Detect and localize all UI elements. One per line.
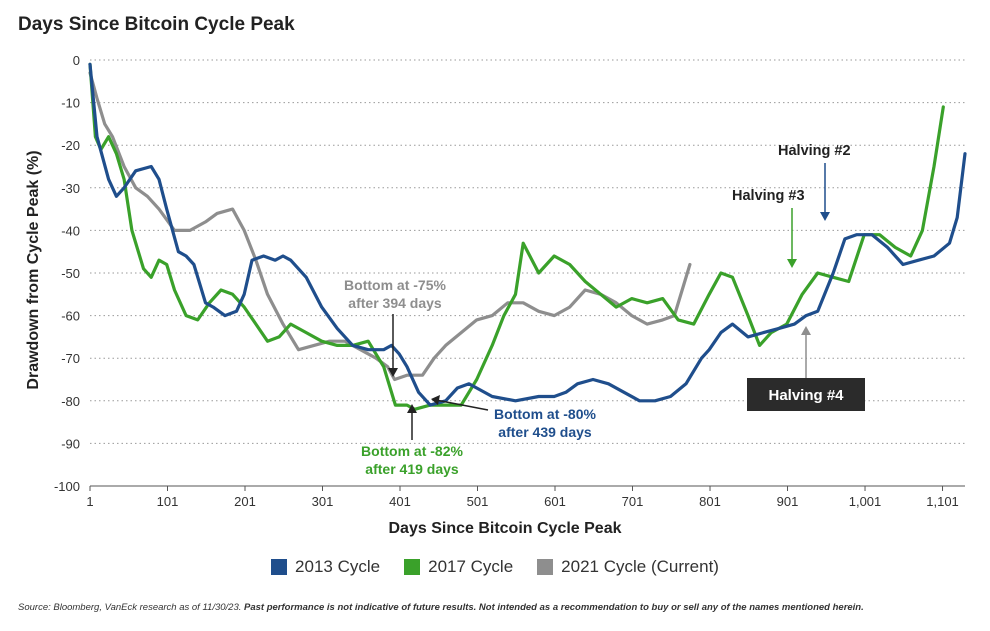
x-tick-label: 301 — [312, 494, 334, 509]
bottom-2017-arrowhead — [407, 404, 417, 413]
halving-4-arrowhead — [801, 326, 811, 335]
x-tick-label: 201 — [234, 494, 256, 509]
y-tick-label: -70 — [61, 351, 80, 366]
bottom-2013-arrow — [435, 399, 489, 411]
y-tick-label: -90 — [61, 436, 80, 451]
x-tick-label: 401 — [389, 494, 411, 509]
x-axis-ticks: 1 101 201 301 401 501 601 701 801 901 1,001 1,101 — [86, 486, 959, 509]
y-tick-label: -20 — [61, 138, 80, 153]
chart-title: Days Since Bitcoin Cycle Peak — [18, 14, 295, 35]
bottom-2013-line2: after 439 days — [498, 424, 592, 440]
legend-label-2021: 2021 Cycle (Current) — [561, 557, 719, 576]
series-line-2 — [88, 71, 692, 382]
x-tick-label: 1,001 — [849, 494, 882, 509]
source-note: Source: Bloomberg, VanEck research as of… — [18, 602, 864, 613]
bottom-2013-line1: Bottom at -80% — [494, 406, 596, 422]
bottom-2017-line1: Bottom at -82% — [361, 443, 463, 459]
bottom-2017-line2: after 419 days — [365, 461, 459, 477]
y-axis-ticks: 0 -10 -20 -30 -40 -50 -60 -70 -80 -90 -100 — [54, 53, 80, 494]
legend-label-2017: 2017 Cycle — [428, 557, 514, 576]
annotation-halving-4: Halving #4 — [747, 326, 865, 411]
y-tick-label: -50 — [61, 266, 80, 281]
legend-item-2021: 2021 Cycle (Current) — [537, 557, 719, 577]
y-tick-label: 0 — [73, 53, 80, 68]
x-tick-label: 601 — [544, 494, 566, 509]
halving-3-arrowhead — [787, 259, 797, 268]
halving-2-label: Halving #2 — [778, 143, 851, 159]
legend-swatch-2013 — [271, 559, 288, 575]
bottom-2021-arrowhead — [388, 368, 398, 377]
halving-4-box — [747, 378, 865, 411]
y-tick-label: -80 — [61, 394, 80, 409]
bottom-2021-line2: after 394 days — [348, 295, 442, 311]
annotation-halving-3: Halving #3 — [732, 188, 805, 268]
x-tick-label: 501 — [467, 494, 489, 509]
annotation-bottom-2017: Bottom at -82% after 419 days — [361, 404, 463, 477]
legend-swatch-2021 — [537, 559, 554, 575]
series-line-1 — [88, 62, 945, 411]
y-tick-label: -100 — [54, 479, 80, 494]
x-tick-label: 1 — [86, 494, 93, 509]
annotation-bottom-2021: Bottom at -75% after 394 days — [344, 277, 446, 377]
legend-label-2013: 2013 Cycle — [295, 557, 381, 576]
x-tick-label: 801 — [699, 494, 721, 509]
legend-item-2013: 2013 Cycle — [271, 557, 380, 577]
y-axis-label: Drawdown from Cycle Peak (%) — [25, 150, 42, 389]
y-tick-label: -40 — [61, 223, 80, 238]
chart-legend: 2013 Cycle 2017 Cycle 2021 Cycle (Curren… — [0, 557, 990, 577]
annotation-bottom-2013: Bottom at -80% after 439 days — [431, 395, 596, 440]
legend-swatch-2017 — [404, 559, 421, 575]
y-tick-label: -60 — [61, 309, 80, 324]
y-tick-label: -30 — [61, 181, 80, 196]
x-axis-label: Days Since Bitcoin Cycle Peak — [389, 520, 622, 537]
source-prefix: Source: Bloomberg, VanEck research as of… — [18, 602, 245, 613]
halving-3-label: Halving #3 — [732, 188, 805, 204]
bottom-2021-line1: Bottom at -75% — [344, 277, 446, 293]
source-disclaimer: Past performance is not indicative of fu… — [244, 602, 864, 613]
legend-item-2017: 2017 Cycle — [404, 557, 513, 577]
bottom-2013-arrowhead — [431, 395, 440, 405]
x-tick-label: 1,101 — [926, 494, 959, 509]
x-tick-label: 101 — [157, 494, 179, 509]
series-line-0 — [88, 62, 967, 407]
series-lines — [88, 62, 967, 411]
halving-4-label: Halving #4 — [768, 387, 844, 404]
annotation-halving-2: Halving #2 — [778, 143, 851, 221]
x-tick-label: 701 — [622, 494, 644, 509]
x-tick-label: 901 — [777, 494, 799, 509]
halving-2-arrowhead — [820, 212, 830, 221]
y-tick-label: -10 — [61, 96, 80, 111]
